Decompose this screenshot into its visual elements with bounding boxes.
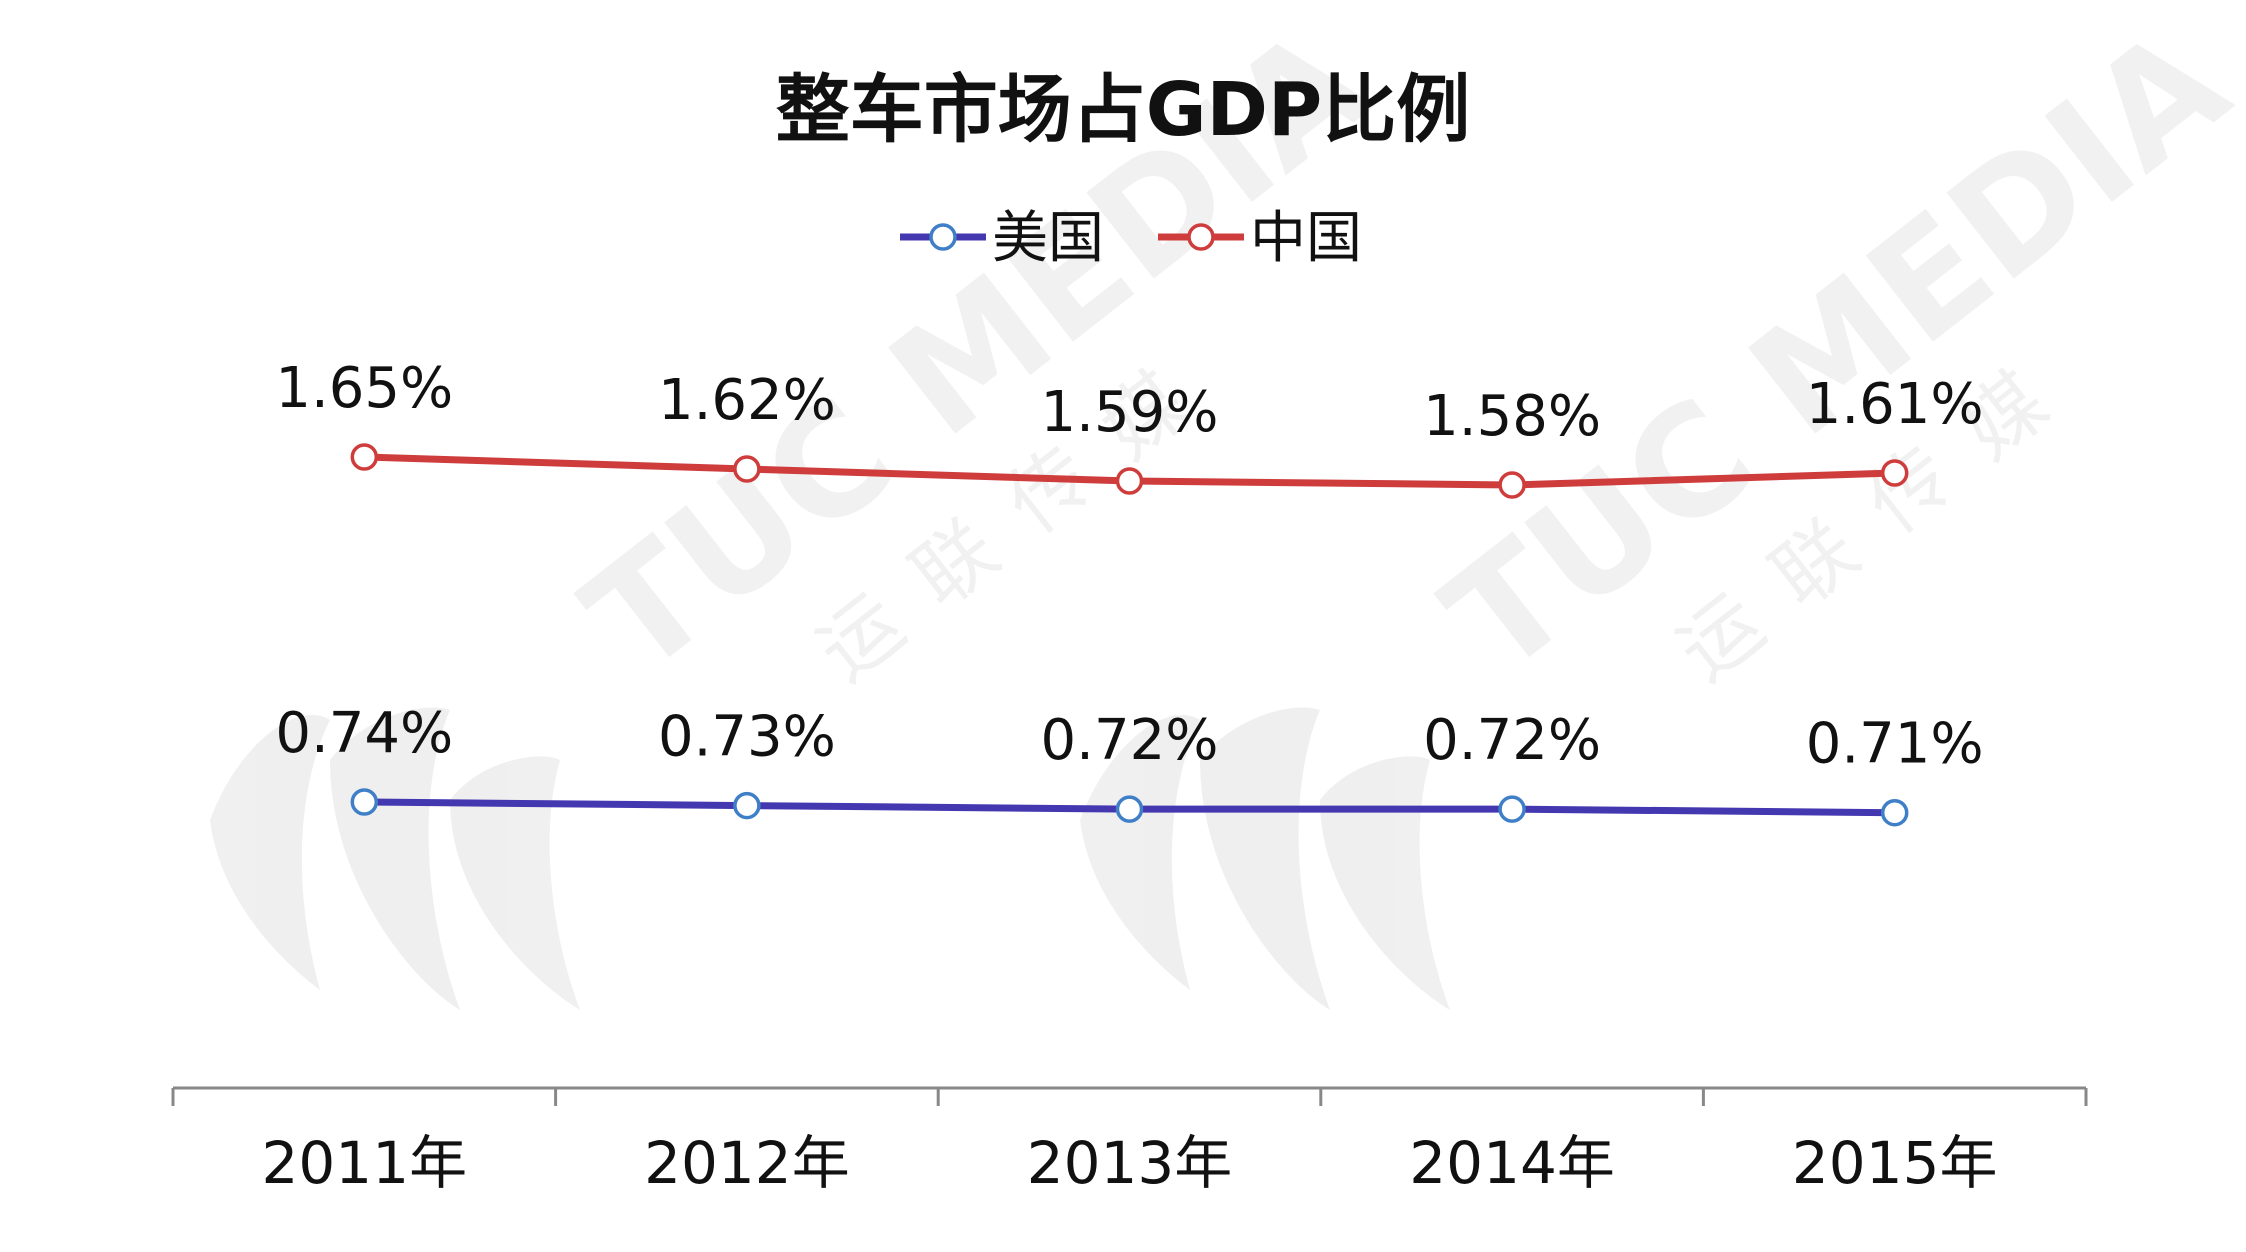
data-point bbox=[733, 455, 761, 483]
data-label: 0.71% bbox=[1806, 712, 1984, 777]
x-axis bbox=[171, 1086, 2088, 1106]
legend-swatch-marker bbox=[1187, 223, 1215, 251]
data-label: 0.72% bbox=[1041, 708, 1219, 773]
data-point bbox=[1498, 795, 1526, 823]
legend: 美国 中国 bbox=[900, 206, 1362, 271]
data-label: 1.62% bbox=[658, 368, 836, 433]
data-point bbox=[350, 788, 379, 816]
x-tick-label: 2013年 bbox=[1027, 1129, 1233, 1197]
data-point bbox=[1498, 471, 1526, 499]
watermark-logo-shape bbox=[210, 707, 1450, 1010]
data-point bbox=[1880, 798, 1909, 827]
x-tick-label: 2015年 bbox=[1792, 1129, 1998, 1197]
data-label: 1.59% bbox=[1041, 380, 1219, 445]
series-usa: 0.74% 0.73% 0.72% 0.72% 0.71% bbox=[275, 701, 1984, 827]
data-label: 0.73% bbox=[658, 705, 836, 770]
series-layer: 0.74% 0.73% 0.72% 0.72% 0.71% 1.65% 1.62% 1.59%… bbox=[275, 356, 1984, 827]
x-tick-label: 2012年 bbox=[644, 1129, 850, 1197]
data-point bbox=[1115, 467, 1144, 495]
data-label: 0.74% bbox=[275, 701, 453, 766]
data-point bbox=[350, 443, 379, 471]
data-label: 1.61% bbox=[1806, 372, 1984, 437]
legend-label: 中国 bbox=[1250, 206, 1362, 271]
x-tick-label: 2011年 bbox=[261, 1129, 467, 1197]
data-label: 1.58% bbox=[1423, 384, 1601, 449]
legend-item-china: 中国 bbox=[1158, 206, 1362, 271]
legend-swatch-marker bbox=[929, 223, 957, 251]
x-tick-labels: 2011年 2012年 2013年 2014年 2015年 bbox=[261, 1129, 1997, 1197]
legend-label: 美国 bbox=[992, 206, 1104, 271]
chart-title: 整车市场占GDP比例 bbox=[776, 67, 1470, 153]
legend-item-usa: 美国 bbox=[900, 206, 1104, 271]
data-point bbox=[733, 791, 761, 820]
series-china: 1.65% 1.62% 1.59% 1.58% 1.61% bbox=[275, 356, 1984, 499]
data-point bbox=[1880, 459, 1909, 487]
data-label: 1.65% bbox=[275, 356, 453, 421]
data-point bbox=[1115, 795, 1144, 823]
x-tick-label: 2014年 bbox=[1409, 1129, 1615, 1197]
data-label: 0.72% bbox=[1423, 708, 1601, 773]
